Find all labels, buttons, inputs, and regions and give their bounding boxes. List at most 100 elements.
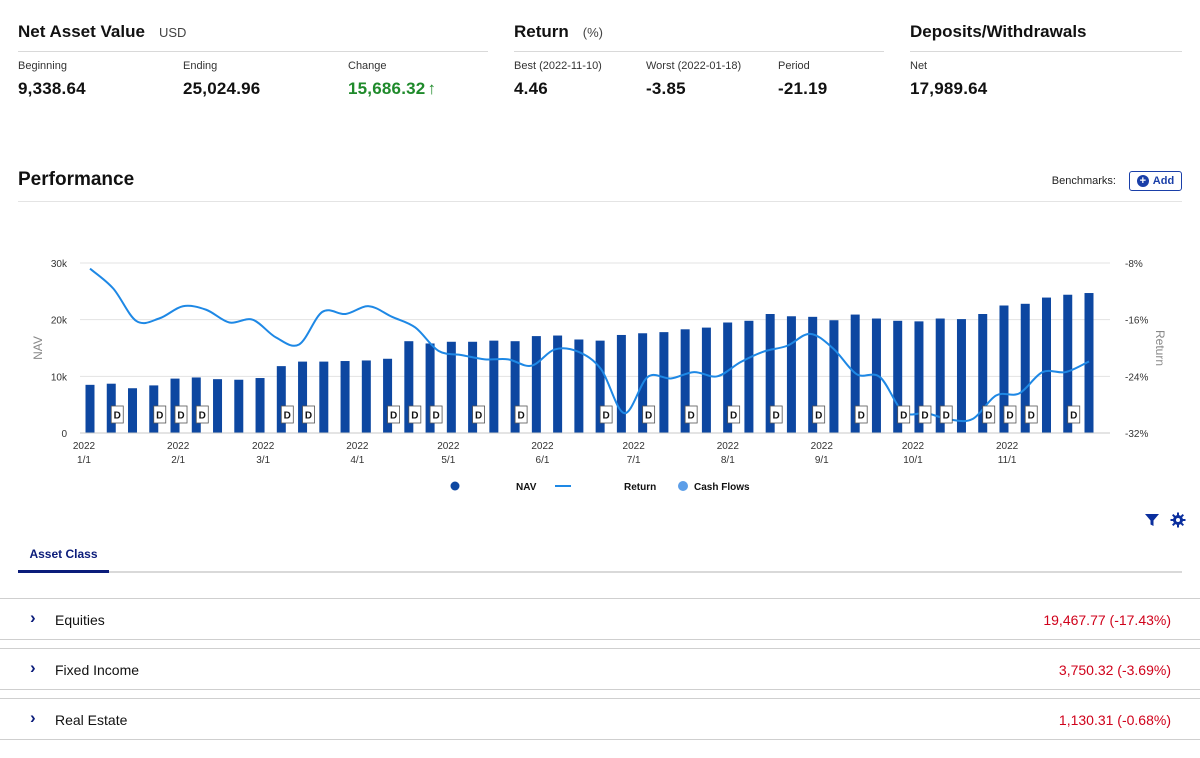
axes: 0 10k 20k 30k -32% -24% -16% -8% NAV Return 2022 1/… bbox=[31, 259, 1167, 466]
filter-icon[interactable] bbox=[1144, 512, 1160, 533]
nav-bar bbox=[319, 361, 329, 433]
x-tick-date: 10/1 bbox=[903, 455, 923, 466]
return-card: Return (%) Best (2022-11-10) 4.46 Worst … bbox=[514, 22, 884, 99]
nav-bar bbox=[510, 341, 520, 433]
cash-flow-marker bbox=[302, 405, 315, 424]
cash-flow-marker-label: D bbox=[730, 411, 737, 422]
chevron-right-icon[interactable]: › bbox=[30, 658, 36, 677]
legend-cashflow-label: Cash Flows bbox=[694, 482, 750, 493]
nav-bar bbox=[680, 329, 690, 433]
cash-flow-marker bbox=[918, 405, 932, 424]
x-tick-year: 2022 bbox=[623, 441, 646, 452]
cash-flow-marker bbox=[1003, 405, 1017, 424]
nav-bar bbox=[701, 327, 711, 433]
nav-bar bbox=[1084, 293, 1094, 433]
legend: NAV Return Cash Flows bbox=[450, 481, 750, 493]
cash-flow-marker-label: D bbox=[432, 411, 439, 422]
y2-tick-label: -24% bbox=[1125, 372, 1148, 383]
benchmarks-label: Benchmarks: bbox=[1051, 175, 1116, 187]
metric-value: -21.19 bbox=[778, 79, 828, 98]
metric-value: 9,338.64 bbox=[18, 79, 86, 98]
cash-flow-marker bbox=[408, 405, 422, 424]
cash-flow-marker bbox=[727, 405, 741, 424]
cash-flow-marker-label: D bbox=[1028, 411, 1035, 422]
asset-class-list: › Equities 19,467.77 (-17.43%) › Fixed I… bbox=[0, 598, 1200, 748]
cash-flow-marker-label: D bbox=[688, 411, 695, 422]
metric-label: Period bbox=[778, 60, 810, 72]
deposits-card-header: Deposits/Withdrawals bbox=[910, 22, 1182, 52]
cash-flow-marker-label: D bbox=[284, 411, 291, 422]
cash-flow-marker bbox=[472, 405, 485, 424]
x-tick-year: 2022 bbox=[73, 441, 96, 452]
cash-flow-marker bbox=[110, 405, 124, 424]
nav-bar bbox=[1041, 297, 1051, 433]
nav-bar bbox=[914, 321, 924, 433]
legend-cashflow-swatch bbox=[678, 481, 688, 491]
x-tick-date: 3/1 bbox=[256, 455, 270, 466]
nav-bar bbox=[191, 377, 201, 433]
chevron-right-icon[interactable]: › bbox=[30, 708, 36, 727]
performance-title: Performance bbox=[18, 169, 135, 190]
nav-bar bbox=[574, 339, 584, 433]
nav-bar bbox=[128, 388, 138, 433]
cash-flow-marker-label: D bbox=[921, 411, 928, 422]
asset-row-equities[interactable]: › Equities 19,467.77 (-17.43%) bbox=[0, 598, 1200, 640]
metric-change: Change 15,686.32 ↑ bbox=[348, 60, 488, 99]
x-tick-date: 7/1 bbox=[627, 455, 641, 466]
metric-label: Worst (2022-01-18) bbox=[646, 60, 742, 72]
x-tick-date: 5/1 bbox=[441, 455, 455, 466]
add-benchmark-button[interactable]: + Add bbox=[1129, 171, 1182, 191]
metric-value: -3.85 bbox=[646, 79, 686, 98]
nav-bar bbox=[659, 332, 669, 433]
nav-bar bbox=[340, 361, 350, 433]
asset-value: 3,750.32 (-3.69%) bbox=[1058, 662, 1171, 678]
x-tick-date: 6/1 bbox=[536, 455, 550, 466]
nav-bar bbox=[85, 384, 95, 433]
x-tick-year: 2022 bbox=[996, 441, 1019, 452]
cash-flow-marker bbox=[897, 405, 911, 424]
nav-bar bbox=[999, 305, 1009, 433]
asset-value: 1,130.31 (-0.68%) bbox=[1058, 712, 1171, 728]
cash-flow-marker bbox=[195, 405, 209, 424]
cash-flow-marker-label: D bbox=[177, 411, 184, 422]
nav-bar bbox=[446, 341, 456, 433]
metric-beginning: Beginning 9,338.64 bbox=[18, 60, 183, 99]
cash-flow-marker bbox=[599, 405, 613, 424]
cash-flow-marker-label: D bbox=[815, 411, 822, 422]
gear-icon[interactable] bbox=[1170, 512, 1186, 533]
x-tick-year: 2022 bbox=[717, 441, 740, 452]
nav-bar bbox=[531, 336, 541, 433]
return-card-unit: (%) bbox=[582, 25, 603, 40]
cash-flow-marker bbox=[153, 405, 167, 424]
metric-label: Ending bbox=[183, 60, 218, 72]
legend-nav-label: NAV bbox=[516, 482, 537, 493]
cash-flow-marker bbox=[642, 405, 656, 424]
asset-row-fixed-income[interactable]: › Fixed Income 3,750.32 (-3.69%) bbox=[0, 648, 1200, 690]
x-tick-date: 1/1 bbox=[77, 455, 91, 466]
asset-row-real-estate[interactable]: › Real Estate 1,130.31 (-0.68%) bbox=[0, 698, 1200, 740]
nav-bar bbox=[425, 343, 435, 433]
x-tick-year: 2022 bbox=[167, 441, 190, 452]
x-tick-year: 2022 bbox=[531, 441, 554, 452]
nav-card-header: Net Asset Value USD bbox=[18, 22, 488, 52]
x-tick-year: 2022 bbox=[346, 441, 369, 452]
cash-flow-marker-label: D bbox=[517, 411, 524, 422]
chevron-right-icon[interactable]: › bbox=[30, 608, 36, 627]
cash-flow-marker bbox=[854, 405, 868, 424]
nav-bar bbox=[489, 340, 499, 433]
cash-flow-marker bbox=[514, 405, 528, 424]
legend-return-label: Return bbox=[624, 482, 656, 493]
nav-card: Net Asset Value USD Beginning 9,338.64 E… bbox=[18, 22, 488, 99]
legend-nav-swatch bbox=[450, 481, 460, 491]
summary-section: Net Asset Value USD Beginning 9,338.64 E… bbox=[18, 22, 1182, 102]
plus-circle-icon: + bbox=[1136, 175, 1149, 187]
tab-asset-class[interactable]: Asset Class bbox=[18, 540, 109, 573]
nav-card-unit: USD bbox=[158, 25, 187, 40]
cash-flow-marker bbox=[1024, 405, 1038, 424]
cash-flow-marker bbox=[429, 405, 443, 424]
cash-flow-marker bbox=[769, 405, 783, 424]
nav-bar bbox=[234, 379, 244, 433]
cash-flow-marker bbox=[684, 405, 698, 424]
x-tick-year: 2022 bbox=[437, 441, 460, 452]
